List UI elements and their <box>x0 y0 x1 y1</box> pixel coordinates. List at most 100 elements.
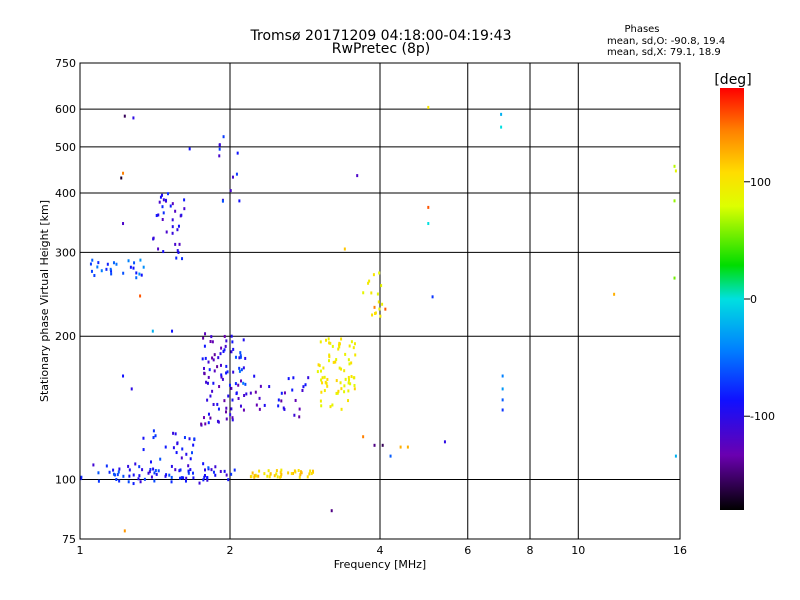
x-tick-label: 16 <box>673 544 687 557</box>
data-point <box>204 422 207 426</box>
data-point <box>673 164 676 168</box>
data-point <box>319 340 322 344</box>
data-point <box>332 360 335 364</box>
data-point <box>165 230 168 234</box>
data-point <box>203 475 206 479</box>
data-point <box>198 481 201 485</box>
data-point <box>171 218 174 222</box>
data-point <box>138 474 141 478</box>
data-point <box>115 262 118 266</box>
data-point <box>176 441 179 445</box>
data-point <box>291 471 294 475</box>
data-point <box>240 368 243 372</box>
data-point <box>321 381 324 385</box>
data-point <box>253 374 256 378</box>
data-point <box>280 391 283 395</box>
data-point <box>319 399 322 403</box>
data-point <box>362 291 365 295</box>
data-point <box>431 295 434 299</box>
data-point <box>139 294 142 298</box>
data-point <box>100 269 103 273</box>
data-point <box>219 352 222 356</box>
plot-frame <box>79 62 681 540</box>
data-point <box>267 469 270 473</box>
data-point <box>164 474 167 478</box>
data-point <box>137 477 140 481</box>
data-point <box>328 341 331 345</box>
data-point <box>379 314 382 318</box>
data-point <box>220 373 223 377</box>
data-point <box>123 114 126 118</box>
data-point <box>218 385 221 389</box>
data-point <box>500 125 503 129</box>
data-point <box>673 276 676 280</box>
data-point <box>159 195 162 199</box>
data-point <box>307 376 310 380</box>
data-point <box>297 468 300 472</box>
data-point <box>232 370 235 374</box>
data-point <box>343 247 346 251</box>
data-point <box>204 356 207 360</box>
data-point <box>181 447 184 451</box>
data-point <box>187 464 190 468</box>
data-point <box>347 389 350 393</box>
data-point <box>230 334 233 338</box>
data-point <box>380 284 383 288</box>
data-point <box>159 457 162 461</box>
data-point <box>381 302 384 306</box>
data-point <box>142 436 145 440</box>
data-point <box>347 381 350 385</box>
data-point <box>148 470 151 474</box>
data-point <box>378 307 381 311</box>
data-point <box>174 209 177 213</box>
data-point <box>128 468 131 472</box>
data-point <box>338 345 341 349</box>
y-axis-ticks: 75 100 200 300 400 500 600 750 <box>55 57 76 546</box>
data-point <box>162 250 165 254</box>
data-point <box>344 377 347 381</box>
data-point <box>334 360 337 364</box>
data-point <box>115 478 118 482</box>
y-tick-label: 75 <box>62 533 76 546</box>
data-point <box>105 464 108 468</box>
data-point <box>245 392 248 396</box>
data-point <box>153 479 156 483</box>
data-point <box>179 468 182 472</box>
data-point <box>257 474 260 478</box>
data-point <box>331 344 334 348</box>
data-point <box>222 135 225 139</box>
data-point <box>230 407 233 411</box>
data-point <box>320 404 323 408</box>
data-point <box>118 479 121 483</box>
data-point <box>501 398 504 402</box>
data-point <box>234 382 237 386</box>
data-point <box>135 276 138 280</box>
data-point <box>335 379 338 383</box>
data-point <box>250 474 253 478</box>
data-point <box>268 475 271 479</box>
data-point <box>178 242 181 246</box>
data-point <box>110 269 113 273</box>
data-point <box>337 389 340 393</box>
data-point <box>350 340 353 344</box>
colorbar <box>720 88 744 510</box>
data-point <box>179 476 182 480</box>
data-point <box>353 383 356 387</box>
data-point <box>221 377 224 381</box>
data-point <box>188 147 191 151</box>
data-point <box>269 472 272 476</box>
data-point <box>225 339 228 343</box>
data-point <box>353 376 356 380</box>
data-point <box>92 463 95 467</box>
x-tick-label: 4 <box>377 544 384 557</box>
data-point <box>157 213 160 217</box>
data-point <box>211 356 214 360</box>
data-point <box>292 376 295 380</box>
data-point <box>349 382 352 386</box>
data-point <box>203 366 206 370</box>
data-point <box>151 329 154 333</box>
data-point <box>239 355 242 359</box>
data-point <box>161 205 164 209</box>
data-point <box>340 387 343 391</box>
